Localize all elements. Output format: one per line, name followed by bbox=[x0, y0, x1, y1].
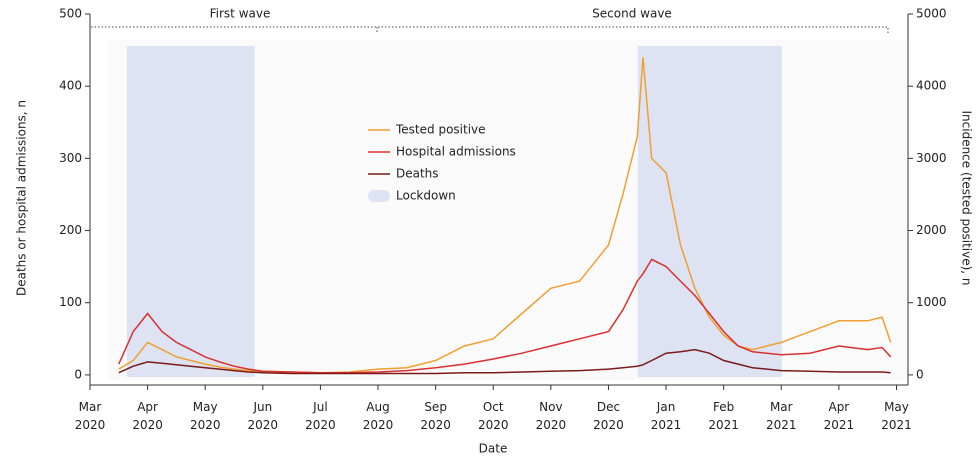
legend-label: Lockdown bbox=[396, 189, 456, 203]
x-tick-label: May 2021 bbox=[881, 400, 912, 432]
y2-tick-label: 0 bbox=[916, 367, 924, 381]
y2-tick-label: 2000 bbox=[916, 223, 947, 237]
y-tick-label: 200 bbox=[59, 223, 82, 237]
x-tick-label: Oct 2020 bbox=[478, 400, 509, 432]
y-tick-label: 500 bbox=[59, 7, 82, 21]
legend-swatch bbox=[368, 190, 390, 202]
y-tick-label: 300 bbox=[59, 151, 82, 165]
wave-bracket bbox=[89, 26, 889, 33]
x-tick-label: Nov 2020 bbox=[536, 400, 567, 432]
x-tick-label: Sep 2020 bbox=[420, 400, 451, 432]
legend-label: Deaths bbox=[396, 167, 439, 181]
y2-tick-label: 3000 bbox=[916, 151, 947, 165]
y2-tick-label: 5000 bbox=[916, 7, 947, 21]
y-tick-label: 100 bbox=[59, 295, 82, 309]
x-tick-label: Jun 2020 bbox=[248, 400, 279, 432]
x-tick-label: Dec 2020 bbox=[593, 400, 624, 432]
y-tick-label: 400 bbox=[59, 79, 82, 93]
y-tick-label: 0 bbox=[74, 367, 82, 381]
x-tick-label: Jan 2021 bbox=[651, 400, 682, 432]
lockdown-band bbox=[637, 46, 782, 377]
x-tick-label: Aug 2020 bbox=[363, 400, 394, 432]
series-line bbox=[118, 348, 891, 375]
y-axis-label: Deaths or hospital admissions, n bbox=[15, 100, 29, 296]
annotation: Second wave bbox=[592, 7, 672, 21]
series-line bbox=[118, 57, 892, 374]
x-axis-label: Date bbox=[479, 442, 508, 456]
x-tick-label: Mar 2020 bbox=[75, 400, 106, 432]
y2-tick-label: 4000 bbox=[916, 79, 947, 93]
legend-label: Hospital admissions bbox=[396, 145, 516, 159]
x-tick-label: Jul 2020 bbox=[305, 400, 336, 432]
series-line bbox=[118, 258, 892, 374]
x-tick-label: May 2020 bbox=[190, 400, 221, 432]
legend-label: Tested positive bbox=[395, 123, 486, 137]
x-tick-label: Feb 2021 bbox=[708, 400, 739, 432]
y2-axis-label: Incidence (tested positive), n bbox=[960, 110, 974, 285]
x-tick-label: Mar 2021 bbox=[766, 400, 797, 432]
x-tick-label: Apr 2021 bbox=[824, 400, 855, 432]
annotation: First wave bbox=[210, 7, 271, 21]
x-tick-label: Apr 2020 bbox=[132, 400, 163, 432]
y2-tick-label: 1000 bbox=[916, 295, 947, 309]
lockdown-band bbox=[126, 46, 255, 377]
